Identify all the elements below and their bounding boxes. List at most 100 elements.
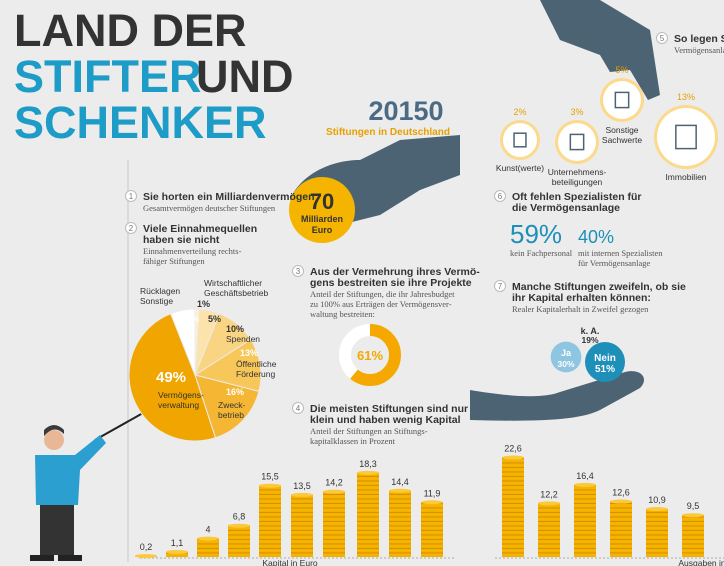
section-badge (125, 190, 137, 202)
section-heading: Manche Stiftungen zweifeln, ob sie (512, 281, 686, 293)
coin-stack (574, 484, 596, 557)
value-label: 9,5 (687, 501, 700, 511)
icon-name: Unternehmens- (548, 167, 607, 177)
icon-name: beteiligungen (552, 177, 603, 187)
section-badge (656, 32, 668, 44)
section-text: Realer Kapitalerhalt in Zweifel gezogen (512, 304, 649, 314)
coin-stack (291, 494, 313, 557)
coin-top (574, 482, 596, 487)
section-text: Einnahmenverteilung rechts- (143, 246, 242, 256)
pie-slice (170, 308, 196, 376)
coin-unit: Euro (312, 225, 333, 235)
slice-name: Zweck- (218, 400, 246, 410)
coin-stack (323, 491, 345, 557)
coin-stack (259, 485, 281, 557)
coin-top (323, 489, 345, 494)
icon (603, 81, 641, 119)
slice-name: Sonstige (140, 296, 173, 306)
coin-stack (538, 503, 560, 557)
title: LAND DER (14, 5, 247, 56)
section-heading: haben sie nicht (143, 234, 220, 246)
coin-unit: Milliarden (301, 214, 343, 224)
icon-value: 5% (615, 65, 628, 75)
section-badge (292, 265, 304, 277)
value-label: 4 (205, 525, 210, 535)
section-number: 1 (129, 192, 134, 201)
total-value: 20150 (368, 96, 443, 126)
value-label: 14,2 (325, 478, 343, 488)
person (30, 394, 176, 561)
coin-top (610, 499, 632, 504)
coin-stack (610, 501, 632, 557)
section-text: Vermögensanlage (674, 45, 724, 55)
stat-text: kein Fachpersonal (510, 248, 573, 258)
slice-label: 13% (240, 348, 258, 358)
section-heading: Sie horten ein Milliardenvermögen (143, 191, 315, 203)
section-text: Gesamtvermögen deutscher Stiftungen (143, 203, 276, 213)
slice-label: 6% (186, 314, 199, 324)
coin-top (166, 549, 188, 554)
coin-top (502, 455, 524, 460)
coin-stack (228, 525, 250, 557)
icon-glyph (513, 132, 527, 148)
slice-name: Öffentliche (236, 359, 277, 369)
coin-stack (166, 551, 188, 557)
slice-label: 16% (226, 387, 244, 397)
value-label: 15,5 (261, 472, 279, 482)
coin-value: 70 (310, 189, 334, 214)
bubble-label: 30% (557, 359, 574, 369)
coin-stack (389, 490, 411, 557)
icon (657, 108, 715, 166)
coin-top (197, 536, 219, 541)
slice-label: 49% (156, 369, 186, 386)
axis-label: Ausgaben in (678, 558, 724, 566)
stat-text: für Vermögensanlage (578, 258, 651, 268)
section-heading: die Vermögensanlage (512, 202, 620, 214)
section-heading: Viele Einnahmequellen (143, 223, 257, 235)
coin-top (389, 488, 411, 493)
coin-top (291, 492, 313, 497)
value-label: 22,6 (504, 444, 522, 454)
icon-glyph (614, 91, 630, 109)
value-label: 13,5 (293, 481, 311, 491)
coin-stack (421, 502, 443, 557)
icon-name: Sonstige (605, 125, 638, 135)
bubble (550, 341, 582, 373)
pie-slice (194, 374, 260, 439)
section-text: waltung bestreiten: (310, 309, 375, 319)
section-text: fähiger Stiftungen (143, 256, 205, 266)
bubble-name: Ja (561, 348, 572, 358)
section-badge (494, 280, 506, 292)
coin-top (682, 513, 704, 518)
section-text: Anteil der Stiftungen, die ihr Jahresbud… (310, 289, 455, 299)
section-heading: klein und haben wenig Kapital (310, 414, 461, 426)
value-label: 1,1 (171, 538, 184, 548)
section-text: zu 100% aus Erträgen der Vermögensver- (310, 299, 452, 309)
icon-name: Sachwerte (602, 135, 642, 145)
value-label: 14,4 (391, 477, 409, 487)
slice-name: Förderung (236, 369, 275, 379)
section-heading: ihr Kapital erhalten können: (512, 292, 651, 304)
value-label: 18,3 (359, 459, 377, 469)
coin-top (228, 523, 250, 528)
coin-top (135, 554, 157, 559)
title: STIFTER (14, 51, 202, 102)
slice-label: 1% (197, 299, 210, 309)
slice-name: Vermögens- (158, 390, 204, 400)
donut-arc (339, 324, 401, 386)
coin-stack (197, 538, 219, 557)
section-badge (292, 402, 304, 414)
total-label: Stiftungen in Deutschland (326, 127, 450, 138)
slice-name: Wirtschaftlicher (204, 278, 262, 288)
icon-value: 3% (570, 107, 583, 117)
coin (289, 177, 355, 243)
coin-top (259, 483, 281, 488)
value-label: 11,9 (424, 488, 441, 498)
coin-stack (646, 509, 668, 557)
bubble-label: 19% (581, 335, 598, 345)
icon-value: 13% (677, 92, 695, 102)
coin-stack (682, 515, 704, 557)
value-label: 6,8 (233, 512, 246, 522)
slice-name: betrieb (218, 410, 244, 420)
icon-value: 2% (513, 107, 526, 117)
